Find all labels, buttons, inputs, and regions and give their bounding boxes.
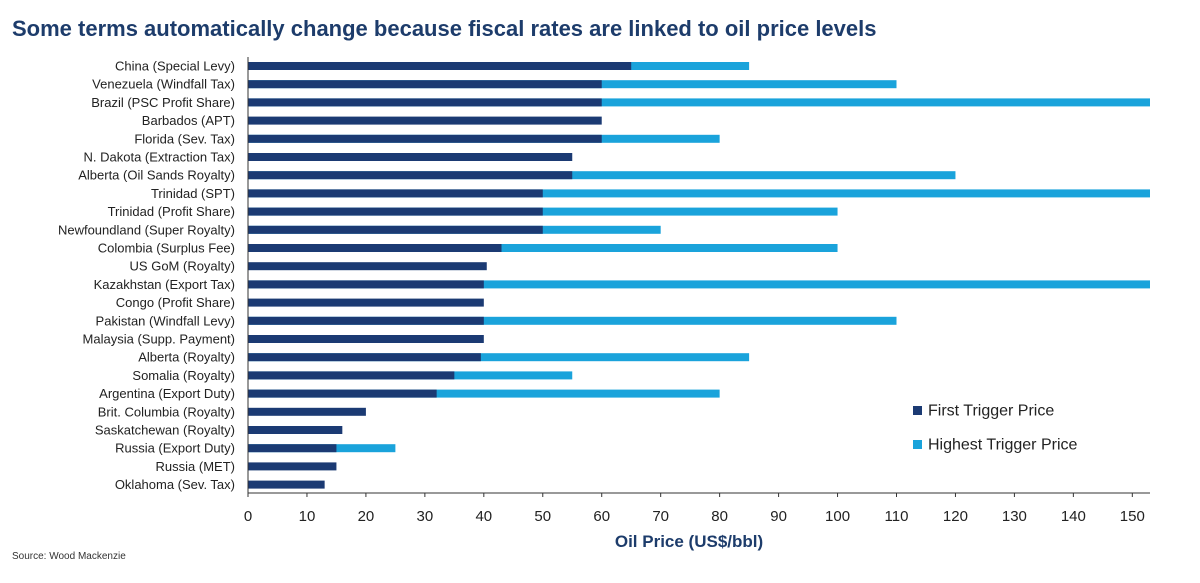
category-label: Malaysia (Supp. Payment) xyxy=(83,332,235,347)
x-tick-label: 90 xyxy=(770,508,787,525)
category-label: Alberta (Oil Sands Royalty) xyxy=(78,168,235,183)
x-axis-label: Oil Price (US$/bbl) xyxy=(615,532,763,551)
category-label: Venezuela (Windfall Tax) xyxy=(92,77,235,92)
first-trigger-bar xyxy=(248,262,487,271)
x-tick-label: 30 xyxy=(417,508,434,525)
highest-trigger-bar xyxy=(248,189,1150,198)
legend-label-first: First Trigger Price xyxy=(928,403,1054,420)
x-tick-label: 70 xyxy=(652,508,669,525)
highest-trigger-bar xyxy=(248,316,897,325)
first-trigger-bars xyxy=(248,62,632,489)
category-label: Trinidad (Profit Share) xyxy=(108,204,235,219)
legend: First Trigger Price Highest Trigger Price xyxy=(913,403,1077,454)
x-tick-label: 150 xyxy=(1120,508,1145,525)
x-tick-label: 0 xyxy=(244,508,252,525)
first-trigger-bar xyxy=(248,171,573,180)
x-tick-label: 120 xyxy=(943,508,968,525)
first-trigger-bar xyxy=(248,444,337,453)
highest-trigger-bar xyxy=(248,353,750,362)
highest-trigger-bar xyxy=(248,244,838,252)
x-axis: 0 10 20 30 40 50 60 70 80 90 100 110 120 130 140 150 xyxy=(244,57,1150,525)
legend-label-highest: Highest Trigger Price xyxy=(928,437,1077,454)
category-label: Russia (Export Duty) xyxy=(115,441,235,456)
first-trigger-bar xyxy=(248,116,602,125)
category-label: China (Special Levy) xyxy=(115,59,235,74)
category-label: Alberta (Royalty) xyxy=(138,350,235,365)
category-label: Congo (Profit Share) xyxy=(116,295,235,310)
x-tick-label: 130 xyxy=(1002,508,1027,525)
x-tick-label: 60 xyxy=(593,508,610,525)
first-trigger-bar xyxy=(248,480,325,489)
category-label: Trinidad (SPT) xyxy=(151,186,235,201)
first-trigger-bar xyxy=(248,189,543,198)
first-trigger-bar xyxy=(248,207,543,216)
x-tick-label: 50 xyxy=(534,508,551,525)
highest-trigger-bar xyxy=(248,389,720,398)
first-trigger-bar xyxy=(248,134,602,143)
first-trigger-bar xyxy=(248,98,602,107)
category-label: Argentina (Export Duty) xyxy=(99,386,235,401)
first-trigger-bar xyxy=(248,426,343,434)
category-label: Russia (MET) xyxy=(156,459,235,474)
chart-title: Some terms automatically change because … xyxy=(12,16,877,41)
category-label: Oklahoma (Sev. Tax) xyxy=(115,477,235,492)
first-trigger-bar xyxy=(248,225,543,234)
x-tick-label: 140 xyxy=(1061,508,1086,525)
x-tick-label: 80 xyxy=(711,508,728,525)
category-label: Newfoundland (Super Royalty) xyxy=(58,222,235,237)
category-label: Saskatchewan (Royalty) xyxy=(95,423,235,438)
x-tick-label: 40 xyxy=(475,508,492,525)
first-trigger-bar xyxy=(248,153,573,161)
first-trigger-bar xyxy=(248,80,602,89)
legend-swatch-highest xyxy=(913,440,922,449)
category-label: Florida (Sev. Tax) xyxy=(134,131,235,146)
first-trigger-bar xyxy=(248,244,502,252)
category-label: N. Dakota (Extraction Tax) xyxy=(84,150,235,165)
category-label: Colombia (Surplus Fee) xyxy=(98,241,235,256)
source-note: Source: Wood Mackenzie xyxy=(12,551,126,562)
category-label: US GoM (Royalty) xyxy=(130,259,235,274)
highest-trigger-bar xyxy=(248,280,1150,289)
first-trigger-bar xyxy=(248,316,484,325)
category-label: Brazil (PSC Profit Share) xyxy=(91,95,235,110)
x-tick-label: 10 xyxy=(299,508,316,525)
first-trigger-bar xyxy=(248,280,484,289)
highest-trigger-bar xyxy=(248,98,1150,107)
first-trigger-bar xyxy=(248,335,484,343)
first-trigger-bar xyxy=(248,353,481,362)
x-tick-label: 20 xyxy=(358,508,375,525)
category-label: Brit. Columbia (Royalty) xyxy=(98,404,235,419)
x-tick-label: 110 xyxy=(885,508,909,525)
x-tick-label: 100 xyxy=(825,508,850,525)
first-trigger-bar xyxy=(248,298,484,307)
first-trigger-bar xyxy=(248,62,632,70)
first-trigger-bar xyxy=(248,462,337,471)
category-label: Kazakhstan (Export Tax) xyxy=(94,277,235,292)
legend-swatch-first xyxy=(913,406,922,415)
first-trigger-bar xyxy=(248,407,366,416)
first-trigger-bar xyxy=(248,371,455,380)
category-label: Barbados (APT) xyxy=(142,113,235,128)
category-labels: China (Special Levy) Venezuela (Windfall … xyxy=(58,59,235,493)
category-label: Somalia (Royalty) xyxy=(132,368,235,383)
category-label: Pakistan (Windfall Levy) xyxy=(96,313,235,328)
first-trigger-bar xyxy=(248,389,437,398)
highest-trigger-bar xyxy=(248,171,956,180)
